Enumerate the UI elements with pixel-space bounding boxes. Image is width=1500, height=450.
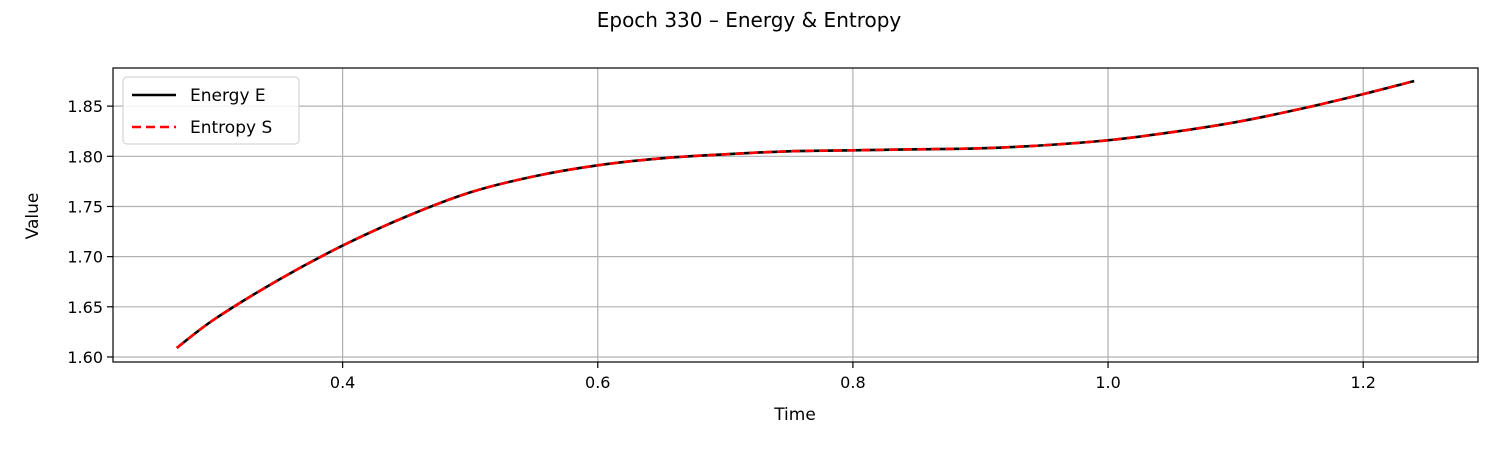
x-axis-label: Time bbox=[773, 405, 816, 425]
x-tick-label: 0.8 bbox=[840, 373, 865, 392]
y-tick-label: 1.75 bbox=[67, 197, 103, 216]
y-axis-ticks: 1.60 1.65 1.70 1.75 1.80 1.85 bbox=[67, 97, 113, 367]
series-line-entropy-s bbox=[176, 79, 1415, 349]
x-axis-ticks: 0.4 0.6 0.8 1.0 1.2 bbox=[330, 362, 1376, 392]
series-layer bbox=[176, 79, 1415, 349]
x-tick-label: 1.2 bbox=[1350, 373, 1375, 392]
plot-frame bbox=[112, 67, 1479, 363]
chart-title: Epoch 330 – Energy & Entropy bbox=[597, 8, 902, 32]
y-tick-label: 1.80 bbox=[67, 147, 103, 166]
legend: Energy E Entropy S bbox=[122, 76, 300, 145]
y-tick-label: 1.60 bbox=[67, 348, 103, 367]
y-axis-label: Value bbox=[23, 193, 43, 240]
y-tick-label: 1.65 bbox=[67, 298, 103, 317]
legend-label-energy-e: Energy E bbox=[190, 86, 266, 106]
y-tick-label: 1.85 bbox=[67, 97, 103, 116]
x-tick-label: 1.0 bbox=[1095, 373, 1120, 392]
x-tick-label: 0.6 bbox=[585, 373, 610, 392]
y-tick-label: 1.70 bbox=[67, 248, 103, 267]
legend-label-entropy-s: Entropy S bbox=[190, 118, 272, 138]
x-tick-label: 0.4 bbox=[330, 373, 355, 392]
grid-lines bbox=[113, 68, 1478, 362]
series-line-energy-e bbox=[176, 79, 1415, 349]
